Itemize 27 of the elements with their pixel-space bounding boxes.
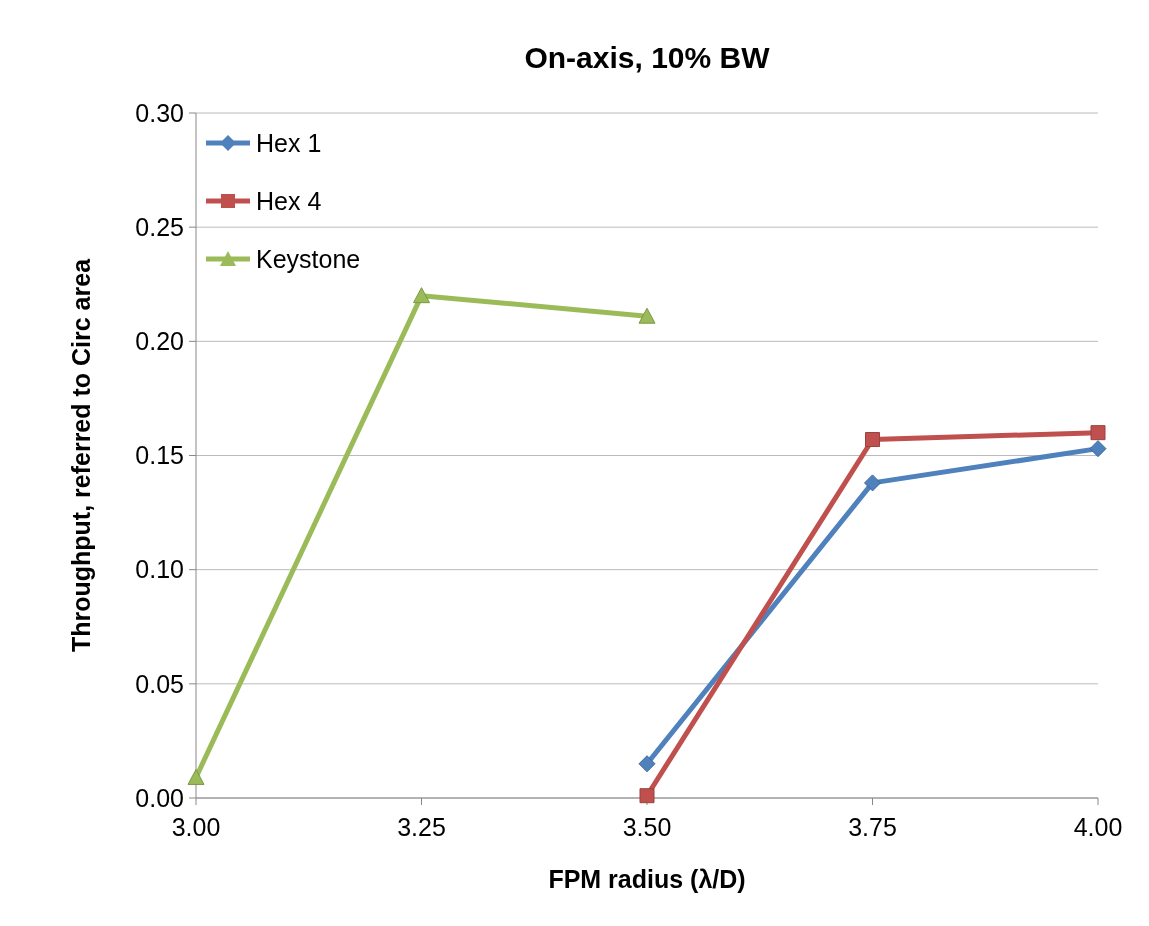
x-tick-label: 4.00 bbox=[1073, 813, 1123, 841]
y-tick-label: 0.25 bbox=[135, 212, 184, 241]
x-tick-label: 3.25 bbox=[397, 813, 446, 841]
chart-title: On-axis, 10% BW bbox=[524, 41, 771, 74]
y-tick-label: 0.05 bbox=[135, 669, 184, 698]
legend-label: Hex 4 bbox=[256, 186, 322, 215]
point bbox=[187, 768, 205, 785]
point bbox=[638, 755, 656, 773]
y-tick-label: 0.10 bbox=[135, 555, 184, 584]
point bbox=[1089, 440, 1107, 458]
point bbox=[864, 474, 881, 492]
x-tick-label: 3.50 bbox=[622, 813, 672, 841]
x-tick-label: 3.00 bbox=[171, 813, 221, 841]
point bbox=[413, 287, 430, 304]
y-axis-title: Throughput, referred to Circ area bbox=[67, 257, 95, 653]
y-tick-label: 0.00 bbox=[135, 783, 184, 812]
y-tick-label: 0.15 bbox=[135, 441, 184, 470]
point bbox=[865, 432, 880, 448]
x-tick-label: 3.75 bbox=[848, 813, 897, 841]
point bbox=[639, 788, 655, 804]
point bbox=[638, 307, 656, 324]
y-tick-label: 0.20 bbox=[135, 327, 184, 356]
x-axis-title: FPM radius (λ/D) bbox=[548, 865, 746, 893]
legend-label: Keystone bbox=[256, 244, 361, 273]
point bbox=[1090, 425, 1106, 441]
y-tick-label: 0.30 bbox=[135, 98, 184, 127]
legend-label: Hex 1 bbox=[256, 128, 322, 157]
